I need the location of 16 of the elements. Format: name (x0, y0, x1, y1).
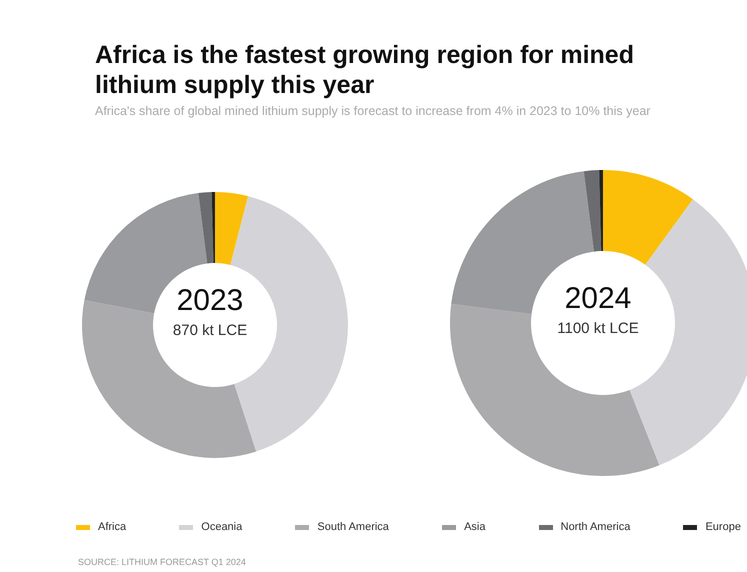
text: 1100 kt LCE (556, 320, 640, 337)
donut-slice (198, 192, 214, 264)
chart-subtitle: Africa's share of global mined lithium supply is forecast to increase from 4% in 2023 to 10% this year (95, 103, 652, 119)
donut-slice (212, 192, 215, 264)
legend-label: Africa (97, 521, 126, 533)
legend-label: Asia (463, 521, 486, 533)
text: 870 kt LCE (172, 322, 248, 339)
chart-title: Africa is the fastest growing region for mined lithium supply this year (95, 40, 635, 100)
text: 2024 (564, 282, 632, 316)
donut-slice (215, 192, 248, 265)
legend-label: Oceania (200, 521, 242, 533)
legend-label: South America (316, 521, 389, 533)
text: 2023 (176, 284, 244, 318)
source-note: SOURCE: LITHIUM FORECAST Q1 2024 (78, 557, 246, 567)
legend-label: North America (560, 521, 630, 533)
legend-label: Europe (704, 521, 741, 533)
